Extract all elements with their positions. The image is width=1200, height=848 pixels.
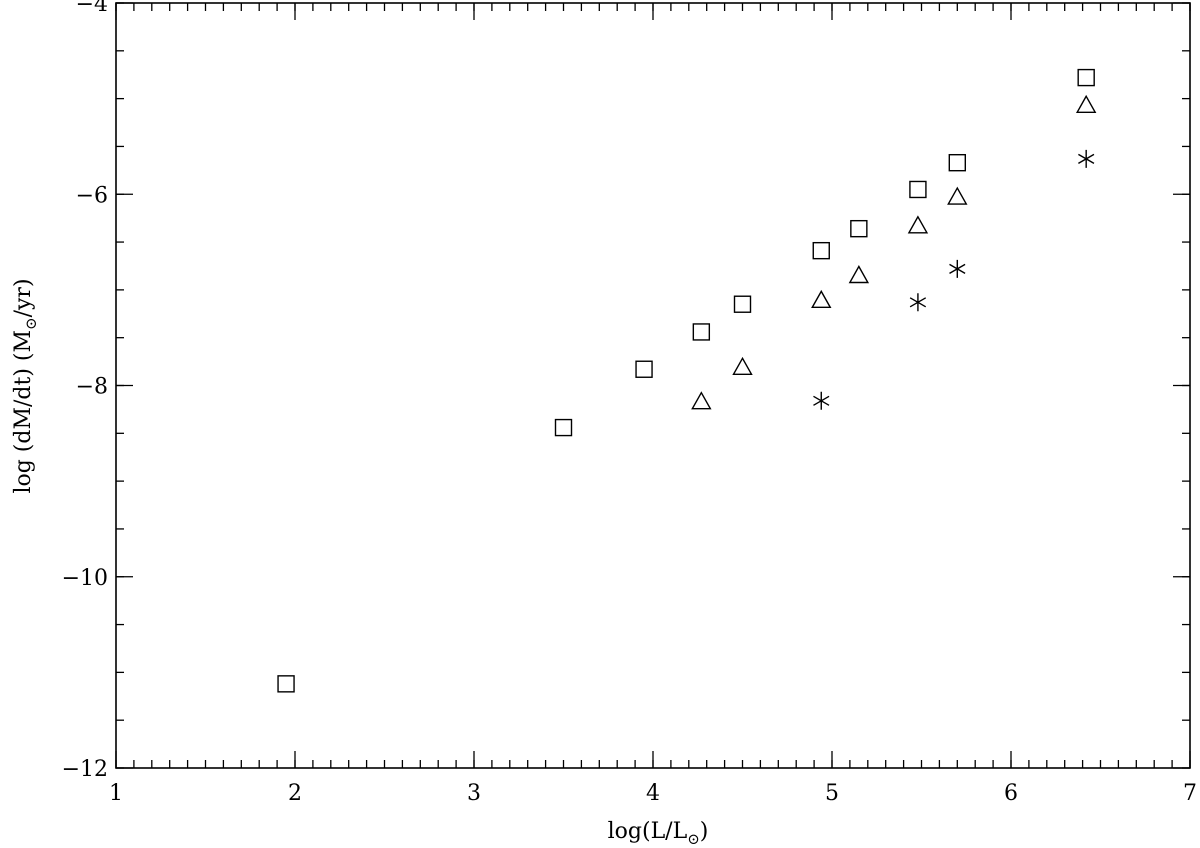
y-tick-label: −6 [76,183,108,208]
triangle-marker [947,186,968,205]
square-marker [277,675,295,693]
asterisk-marker [1078,149,1095,168]
square-marker [909,180,927,199]
x-tick-label: 2 [288,781,302,806]
triangle-marker [811,289,832,309]
x-tick-label: 1 [109,781,123,806]
x-tick-label: 6 [1004,781,1018,806]
triangle-marker [907,215,929,234]
square-marker [692,323,711,341]
square-marker [554,418,573,437]
square-marker [948,153,966,172]
x-tick-label: 4 [646,781,660,806]
major-ticks [115,2,1191,769]
triangle-marker [848,265,870,284]
x-tick-label: 5 [825,781,839,806]
asterisk-marker [813,391,830,410]
asterisk-marker [909,293,927,312]
y-tick-label: −12 [62,757,108,782]
y-tick-label: −8 [76,375,108,400]
x-tick-labels: 1 2 3 4 5 6 7 [109,781,1197,806]
minor-ticks [115,2,1191,769]
square-marker [1077,68,1095,87]
square-marker [733,295,752,313]
y-tick-labels: −12 −10 −8 −6 −4 [62,0,108,782]
asterisk-marker [949,259,966,278]
plot-frame [115,2,1191,769]
triangle-marker [1075,94,1097,113]
square-marker [850,219,868,238]
square-marker [812,241,830,260]
y-axis-title: log (dM/dt) (M⊙/yr) [11,278,40,493]
triangle-marker [691,391,712,410]
square-marker [635,360,653,378]
y-tick-label: −10 [62,566,108,591]
y-tick-label: −4 [76,0,108,17]
x-tick-label: 3 [467,781,481,806]
x-axis-title: log(L/L⊙) [608,819,709,848]
triangle-marker [732,356,753,375]
data-markers [277,68,1097,693]
x-tick-label: 7 [1183,781,1197,806]
